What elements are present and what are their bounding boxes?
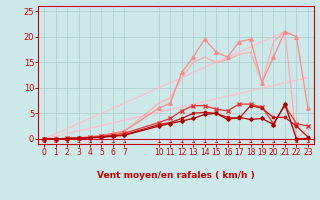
X-axis label: Vent moyen/en rafales ( km/h ): Vent moyen/en rafales ( km/h ) [97, 171, 255, 180]
